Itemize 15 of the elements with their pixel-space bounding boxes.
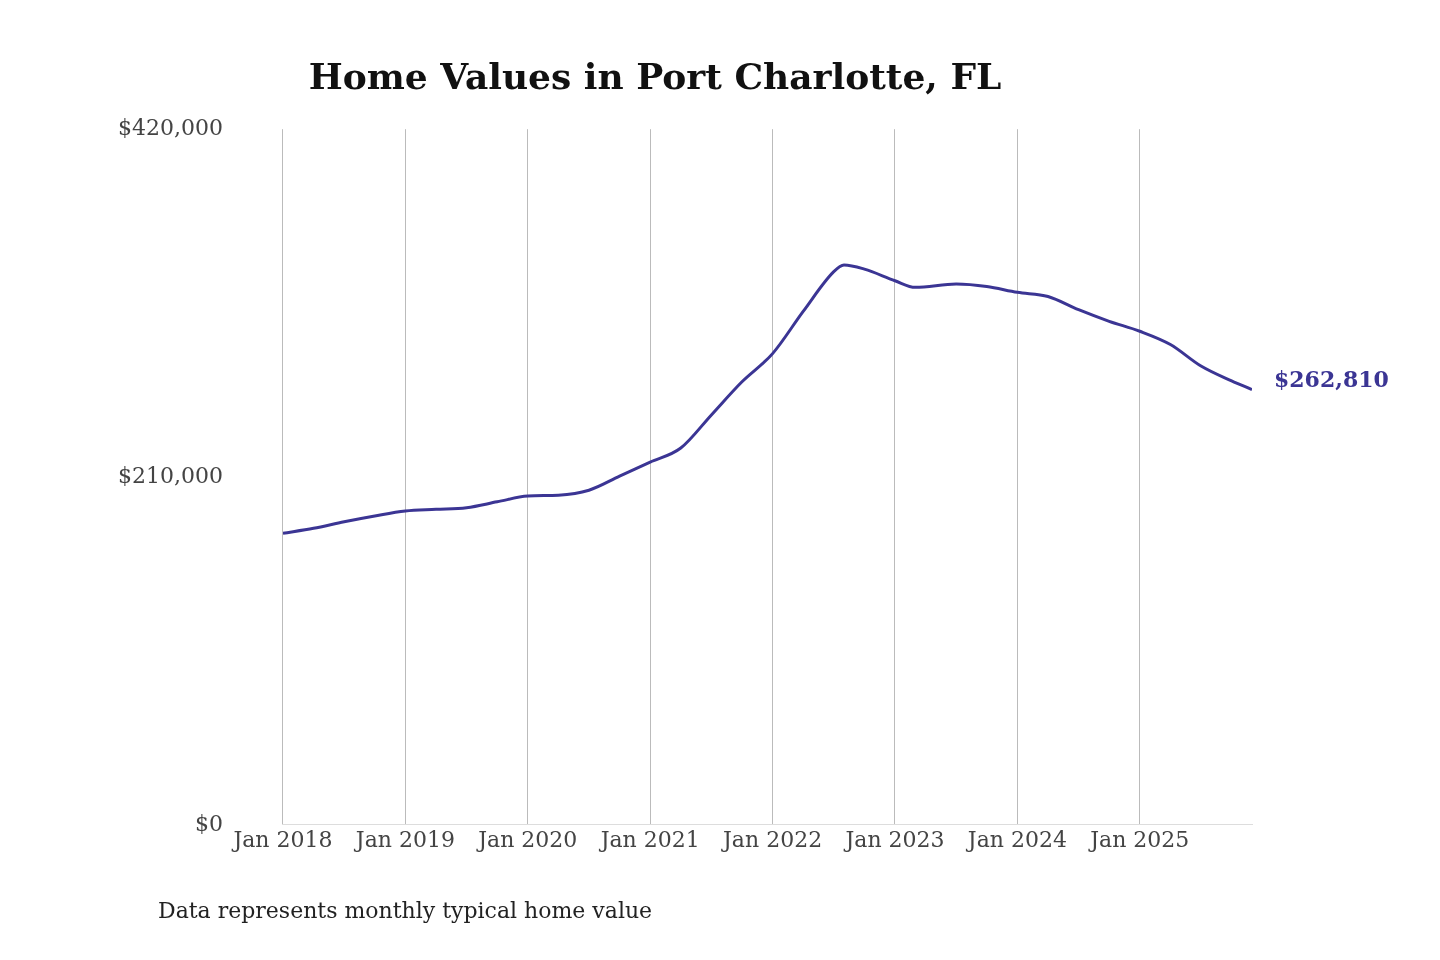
line-series xyxy=(282,263,1252,535)
chart-title: Home Values in Port Charlotte, FL xyxy=(308,54,1002,97)
text: Data represents monthly typical home value xyxy=(158,898,654,923)
x-tick-label: Jan 2023 xyxy=(843,826,945,852)
x-tick-label: Jan 2022 xyxy=(721,826,823,852)
x-tick-label: Jan 2025 xyxy=(1088,826,1190,852)
x-tick-label: Jan 2021 xyxy=(598,826,700,852)
y-tick-label: $210,000 xyxy=(117,462,223,488)
data-label: $262,810 xyxy=(1274,366,1389,393)
x-tick-label: Jan 2019 xyxy=(353,826,455,852)
y-tick-label: $420,000 xyxy=(117,114,223,140)
x-tick-label: Jan 2024 xyxy=(965,826,1067,852)
x-tick-label: Jan 2020 xyxy=(476,826,578,852)
y-tick-label: $0 xyxy=(194,810,223,836)
x-tick-label: Jan 2018 xyxy=(231,826,333,852)
